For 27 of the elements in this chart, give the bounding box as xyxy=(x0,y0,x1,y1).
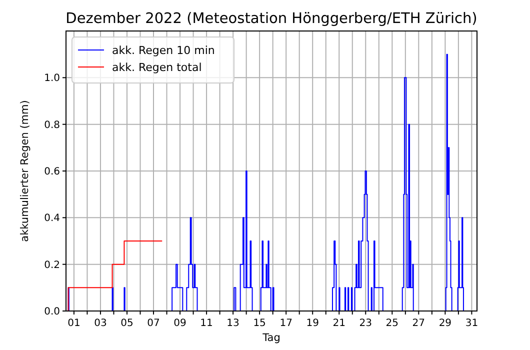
x-axis-title: Tag xyxy=(262,332,280,344)
y-tick-label: 0.6 xyxy=(44,166,60,178)
y-axis-title: akkumulierter Regen (mm) xyxy=(19,100,31,242)
x-tick-label: 27 xyxy=(412,318,426,329)
x-tick-label: 07 xyxy=(147,318,160,329)
legend-label: akk. Regen total xyxy=(112,61,202,74)
x-tick-label: 13 xyxy=(226,318,240,329)
x-tick-label: 31 xyxy=(465,318,478,329)
x-tick-label: 17 xyxy=(280,318,292,329)
y-tick-label: 0.0 xyxy=(44,306,60,318)
x-tick-label: 25 xyxy=(386,318,399,329)
x-tick-label: 15 xyxy=(253,318,266,329)
x-tick-label: 29 xyxy=(438,318,452,329)
x-tick-label: 21 xyxy=(332,318,346,329)
x-tick-label: 05 xyxy=(120,318,134,329)
y-tick-label: 0.2 xyxy=(44,260,60,271)
legend-label: akk. Regen 10 min xyxy=(112,44,215,57)
x-tick-label: 11 xyxy=(200,318,213,329)
y-tick-label: 0.8 xyxy=(44,120,60,131)
x-tick-label: 09 xyxy=(174,318,186,329)
y-tick-label: 1.0 xyxy=(44,73,60,84)
chart-title: Dezember 2022 (Meteostation Hönggerberg/ETH Zürich) xyxy=(66,11,478,27)
x-tick-label: 01 xyxy=(68,318,80,329)
x-tick-label: 19 xyxy=(306,318,319,329)
x-tick-label: 03 xyxy=(94,318,107,329)
x-tick-label: 23 xyxy=(359,318,372,329)
y-tick-label: 0.4 xyxy=(44,213,60,224)
